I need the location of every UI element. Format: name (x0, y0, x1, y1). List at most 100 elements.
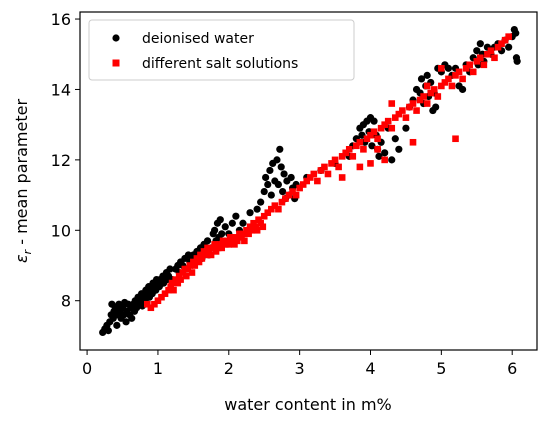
salt-solution-point-103 (413, 107, 420, 114)
salt-solution-point-75 (314, 177, 321, 185)
salt-solution-point-58 (257, 219, 264, 227)
salt-solution-point-137 (338, 174, 346, 181)
salt-solution-point-87 (356, 138, 364, 146)
salt-solution-point-77 (321, 163, 328, 171)
x-axis-label: water content in m% (224, 395, 391, 414)
y-tick-label: 14 (51, 80, 71, 99)
salt-solution-point-72 (303, 177, 311, 185)
salt-solution-point-66 (282, 195, 289, 202)
salt-solution-point-99 (399, 107, 406, 114)
salt-solution-point-18 (186, 262, 194, 269)
salt-solution-point-126 (494, 43, 502, 51)
salt-solution-point-73 (306, 174, 314, 181)
salt-solution-point-98 (395, 110, 403, 118)
salt-solution-point-69 (292, 191, 300, 199)
salt-solution-point-123 (484, 50, 491, 58)
salt-solution-point-94 (381, 121, 388, 128)
salt-solution-point-92 (374, 135, 381, 143)
salt-solution-point-7 (167, 283, 174, 290)
salt-solution-point-89 (363, 135, 371, 143)
salt-solution-point-55 (252, 223, 260, 231)
salt-solution-point-28 (204, 244, 211, 252)
salt-solution-point-51 (245, 230, 252, 238)
salt-solution-point-91 (370, 128, 378, 136)
x-tick-label: 3 (295, 359, 305, 378)
salt-solution-point-34 (214, 244, 222, 252)
x-tick-label: 6 (507, 359, 517, 378)
salt-solution-point-21 (191, 262, 199, 269)
salt-solution-point-29 (205, 248, 213, 255)
salt-solution-point-17 (184, 265, 191, 273)
salt-solution-point-133 (388, 100, 396, 107)
salt-solution-point-108 (430, 86, 438, 93)
salt-solution-point-19 (188, 269, 196, 276)
salt-solution-point-114 (452, 72, 459, 79)
salt-solution-point-84 (345, 146, 353, 153)
salt-solution-point-131 (409, 138, 417, 146)
salt-solution-point-35 (216, 241, 224, 248)
salt-solution-point-39 (224, 237, 231, 245)
legend-label-salt-solutions: different salt solutions (142, 56, 298, 72)
deionised-water-point-138 (402, 124, 410, 132)
salt-solution-point-20 (190, 258, 197, 266)
deionised-water-point-85 (221, 223, 229, 231)
deionised-water-point-165 (476, 40, 484, 48)
salt-solution-point-121 (477, 54, 484, 62)
salt-solution-point-70 (296, 184, 303, 192)
salt-solution-point-79 (328, 160, 335, 167)
legend-label-deionised-water: deionised water (142, 31, 254, 47)
salt-solution-point-138 (438, 65, 445, 72)
salt-solution-point-76 (317, 167, 325, 174)
salt-solution-point-9 (170, 286, 177, 294)
deionised-water-point-96 (264, 180, 272, 189)
salt-solution-point-3 (154, 297, 162, 305)
x-tick-label: 2 (224, 359, 234, 378)
deionised-water-point-93 (257, 198, 265, 206)
salt-solution-point-53 (248, 226, 255, 234)
x-tick-label: 1 (153, 359, 163, 378)
salt-solution-point-24 (197, 251, 204, 259)
salt-solution-point-97 (391, 114, 399, 121)
salt-solution-point-111 (441, 79, 449, 86)
y-tick-label: 16 (51, 10, 71, 29)
deionised-water-point-79 (211, 226, 219, 234)
salt-solution-point-40 (225, 241, 233, 248)
salt-solution-point-64 (275, 205, 282, 213)
deionised-water-point-105 (279, 187, 287, 196)
salt-solution-point-26 (200, 248, 208, 255)
salt-solution-point-139 (423, 82, 431, 90)
salt-solution-point-74 (310, 170, 318, 178)
salt-solution-point-116 (459, 75, 466, 83)
salt-solution-point-78 (324, 170, 332, 178)
salt-solution-point-101 (406, 103, 413, 111)
salt-solution-point-4 (158, 293, 165, 301)
deionised-water-point-155 (444, 64, 453, 72)
deionised-water-point-135 (388, 156, 396, 164)
salt-solution-point-96 (388, 124, 396, 132)
deionised-water-point-146 (423, 71, 431, 79)
salt-solution-point-52 (246, 223, 254, 231)
salt-solution-point-14 (179, 269, 187, 276)
deionised-water-point-95 (262, 173, 270, 182)
salt-solution-point-31 (209, 244, 217, 252)
salt-solution-point-112 (445, 75, 452, 83)
y-axis-label: εr - mean parameter (12, 99, 34, 263)
deionised-water-point-110 (287, 173, 295, 182)
salt-solution-point-118 (466, 61, 473, 69)
salt-solution-point-22 (193, 255, 201, 262)
salt-solution-point-117 (462, 65, 470, 72)
deionised-water-point-92 (253, 205, 261, 213)
salt-solution-point-27 (202, 251, 210, 259)
deionised-water-point-102 (274, 180, 282, 189)
deionised-water-point-179 (513, 57, 521, 65)
y-axis: 8 10 12 14 16 (51, 10, 80, 311)
deionised-water-point-174 (505, 43, 513, 51)
y-axis-label-symbol: ε (12, 254, 31, 263)
salt-solution-point-88 (360, 146, 367, 153)
salt-solution-point-6 (165, 286, 172, 294)
plot-frame (79, 11, 538, 351)
salt-solution-point-71 (299, 181, 307, 188)
salt-solution-point-109 (434, 93, 442, 100)
salt-solution-point-80 (331, 156, 339, 164)
data-points (99, 26, 521, 336)
